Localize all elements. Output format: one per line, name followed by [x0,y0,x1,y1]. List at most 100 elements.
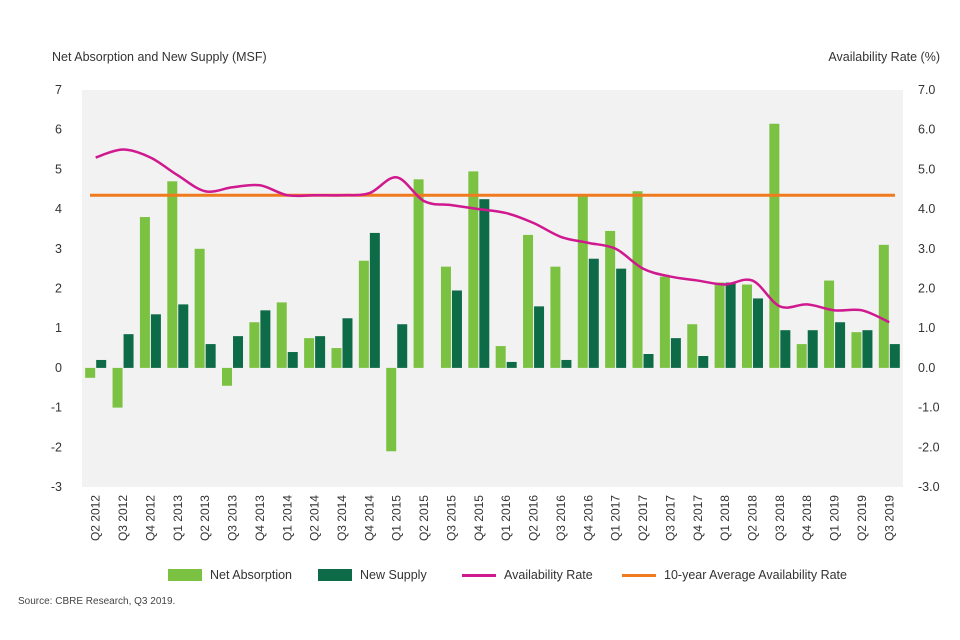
new-supply-bar [287,352,298,368]
net-absorption-bar [194,248,205,368]
net-absorption-bar [440,266,451,368]
new-supply-bar [479,199,490,368]
net-absorption-bar [358,260,369,368]
left-axis-tick-label: 2 [55,282,62,296]
x-axis-tick-label: Q3 2015 [444,495,458,541]
source-note: Source: CBRE Research, Q3 2019. [18,596,176,607]
x-axis-tick-label: Q1 2015 [390,495,404,541]
net-absorption-bar [304,338,315,368]
net-absorption-bar [605,230,616,368]
net-absorption-bar [167,181,178,368]
left-axis-tick-label: 6 [55,123,62,137]
right-axis-tick-label: 6.0 [918,123,935,137]
x-axis-tick-label: Q2 2017 [636,495,650,541]
new-supply-bar [889,344,900,368]
net-absorption-bar [112,367,123,408]
new-supply-bar [397,324,408,368]
net-absorption-bar [659,276,670,368]
new-supply-bar [178,304,189,368]
x-axis-tick-label: Q3 2013 [226,495,240,541]
net-absorption-bar [769,123,780,368]
net-absorption-bar [632,191,643,368]
left-axis-tick-label: 1 [55,321,62,335]
legend-swatch-new-supply [318,569,352,581]
right-axis-tick-label: 1.0 [918,321,935,335]
new-supply-bar [588,258,599,368]
net-absorption-bar [523,234,534,368]
legend-item-10-year-average: 10-year Average Availability Rate [622,568,847,582]
new-supply-bar [451,290,462,368]
net-absorption-bar [550,266,561,368]
left-axis-tick-label: 0 [55,361,62,375]
x-axis-tick-label: Q4 2017 [691,495,705,541]
legend-label-10-year-average: 10-year Average Availability Rate [664,568,847,582]
legend-label-net-absorption: Net Absorption [210,568,292,582]
legend-swatch-availability-rate [462,573,496,577]
new-supply-bar [835,322,846,368]
left-axis-title: Net Absorption and New Supply (MSF) [52,50,267,64]
new-supply-bar [534,306,545,368]
net-absorption-bar [386,367,397,452]
new-supply-bar [807,330,818,368]
x-axis-tick-label: Q2 2013 [198,495,212,541]
x-axis-tick-label: Q2 2016 [527,495,541,541]
availability-rate-line [95,148,890,324]
new-supply-bar [643,354,654,368]
x-axis-tick-label: Q3 2019 [882,495,896,541]
x-axis-tick-label: Q1 2016 [499,495,513,541]
new-supply-bar [725,282,736,368]
x-axis-tick-label: Q3 2016 [554,495,568,541]
x-axis-tick-label: Q1 2019 [828,495,842,541]
x-axis-tick-label: Q1 2013 [171,495,185,541]
right-axis-tick-label: 2.0 [918,282,935,296]
x-axis-tick-label: Q1 2018 [718,495,732,541]
left-axis-tick-label: 3 [55,242,62,256]
right-axis-tick-label: 7.0 [918,83,935,97]
x-axis-tick-label: Q4 2012 [143,495,157,541]
net-absorption-bar [413,179,424,368]
x-axis-tick-label: Q1 2014 [280,495,294,541]
net-absorption-bar [714,282,725,368]
new-supply-bar [780,330,791,368]
left-axis-tick-label: -1 [51,401,62,415]
right-axis-tick-label: 5.0 [918,162,935,176]
x-axis-tick-label: Q4 2014 [362,495,376,541]
legend-item-new-supply: New Supply [318,568,427,582]
left-axis-tick-label: -3 [51,480,62,494]
x-axis-tick-label: Q4 2015 [472,495,486,541]
legend-item-availability-rate: Availability Rate [462,568,593,582]
right-axis-tick-label: 0.0 [918,361,935,375]
right-axis-title: Availability Rate (%) [828,50,940,64]
right-axis-tick-label: -3.0 [918,480,940,494]
new-supply-bar [123,334,134,368]
new-supply-bar [670,338,681,368]
new-supply-bar [561,359,572,368]
net-absorption-bar [276,302,287,368]
x-axis-tick-label: Q2 2019 [855,495,869,541]
legend-item-net-absorption: Net Absorption [168,568,292,582]
new-supply-bar [150,314,161,368]
net-absorption-bar [139,217,150,368]
x-axis-tick-label: Q2 2012 [89,495,103,541]
x-axis-tick-label: Q3 2012 [116,495,130,541]
net-absorption-bar [878,244,889,368]
new-supply-bar [205,344,216,368]
x-axis-tick-label: Q3 2018 [773,495,787,541]
x-axis-tick-label: Q4 2018 [800,495,814,541]
net-absorption-bar [468,171,479,368]
new-supply-bar [616,268,627,368]
net-absorption-bar [851,332,862,368]
new-supply-bar [369,232,380,368]
plot-area [82,90,903,487]
left-axis-tick-label: 7 [55,83,62,97]
new-supply-bar [260,310,271,368]
net-absorption-bar [824,280,835,368]
new-supply-bar [233,336,244,368]
net-absorption-bar [222,367,233,386]
legend-label-new-supply: New Supply [360,568,427,582]
left-axis-tick-label: -2 [51,440,62,454]
x-axis-tick-label: Q3 2014 [335,495,349,541]
chart-legend: Net Absorption New Supply Availability R… [0,568,960,588]
new-supply-bar [342,318,353,368]
